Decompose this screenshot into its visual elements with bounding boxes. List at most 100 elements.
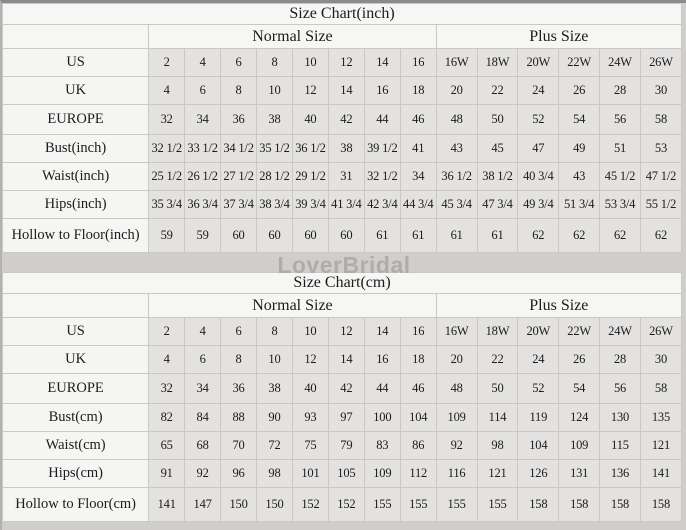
size-value-cell: 32 1/2 [363, 162, 401, 191]
size-value-cell: 24W [599, 48, 641, 77]
size-value-cell: 6 [184, 345, 222, 374]
size-value-cell: 96 [220, 459, 258, 488]
size-value-cell: 36 [220, 373, 258, 404]
size-value-cell: 114 [476, 403, 519, 432]
size-value-cell: 34 1/2 [220, 134, 258, 163]
size-value-cell: 70 [220, 431, 258, 460]
size-value-cell: 152 [291, 487, 329, 522]
size-value-cell: 28 [599, 76, 641, 105]
group-header-plus-size: Plus Size [435, 24, 683, 49]
size-value-cell: 61 [399, 218, 437, 253]
size-value-cell: 75 [291, 431, 329, 460]
table-title-row: Size Chart(inch) [2, 3, 682, 25]
size-value-cell: 40 [291, 373, 329, 404]
size-value-cell: 16W [435, 48, 478, 77]
table-row: Bust(cm) 82 84 88 90 93 97 100 104 109 114 119 124 13… [2, 403, 683, 432]
column-group-row: Normal Size Plus Size [2, 24, 683, 49]
table-row: Hollow to Floor(inch) 59 59 60 60 60 60 61 61 61 6… [2, 218, 683, 253]
size-value-cell: 33 1/2 [184, 134, 222, 163]
table-row: UK 4 6 8 10 12 14 16 18 20 22 24 26 28 30 [2, 345, 683, 374]
size-value-cell: 50 [476, 104, 519, 135]
table-title: Size Chart(inch) [2, 3, 682, 25]
size-chart-cm-section: Size Chart(cm) Normal Size Plus Size US 2 4 6 8… [2, 272, 683, 522]
size-value-cell: 158 [639, 487, 683, 522]
size-value-cell: 4 [184, 317, 222, 346]
group-header-plus-size: Plus Size [435, 293, 683, 318]
size-value-cell: 24 [517, 76, 560, 105]
size-value-cell: 50 [476, 373, 519, 404]
size-value-cell: 6 [220, 48, 258, 77]
size-value-cell: 104 [517, 431, 560, 460]
size-value-cell: 49 3/4 [517, 190, 560, 219]
size-value-cell: 42 3/4 [363, 190, 401, 219]
row-label: Hollow to Floor(inch) [2, 218, 150, 253]
size-value-cell: 90 [256, 403, 293, 432]
size-value-cell: 45 [476, 134, 519, 163]
size-value-cell: 147 [184, 487, 222, 522]
size-value-cell: 62 [517, 218, 560, 253]
size-value-cell: 16 [363, 76, 401, 105]
size-value-cell: 22 [476, 345, 519, 374]
size-value-cell: 22W [558, 48, 601, 77]
table-row: Bust(inch) 32 1/2 33 1/2 34 1/2 35 1/2 36 1/2… [2, 134, 683, 163]
size-value-cell: 72 [256, 431, 293, 460]
size-value-cell: 34 [184, 104, 222, 135]
size-value-cell: 4 [184, 48, 222, 77]
size-value-cell: 28 1/2 [256, 162, 293, 191]
size-value-cell: 18W [476, 317, 519, 346]
size-value-cell: 44 3/4 [399, 190, 437, 219]
table-title: Size Chart(cm) [2, 272, 682, 294]
size-value-cell: 131 [558, 459, 601, 488]
size-value-cell: 86 [399, 431, 437, 460]
row-label: US [2, 317, 150, 346]
table-row: UK 4 6 8 10 12 14 16 18 20 22 24 26 28 30 [2, 76, 683, 105]
size-value-cell: 101 [291, 459, 329, 488]
size-value-cell: 16W [435, 317, 478, 346]
size-value-cell: 83 [363, 431, 401, 460]
row-label-spacer [2, 24, 150, 49]
row-label: Bust(inch) [2, 134, 150, 163]
size-value-cell: 26 [558, 345, 601, 374]
size-value-cell: 35 1/2 [256, 134, 293, 163]
size-value-cell: 20W [517, 48, 560, 77]
size-value-cell: 16 [399, 317, 437, 346]
size-value-cell: 14 [327, 76, 365, 105]
size-value-cell: 2 [148, 48, 186, 77]
size-value-cell: 48 [435, 373, 478, 404]
size-value-cell: 46 [399, 104, 437, 135]
size-value-cell: 121 [476, 459, 519, 488]
size-value-cell: 124 [558, 403, 601, 432]
table-row: Hips(inch) 35 3/4 36 3/4 37 3/4 38 3/4 39 3/4… [2, 190, 683, 219]
size-value-cell: 49 [558, 134, 601, 163]
size-value-cell: 32 [148, 104, 186, 135]
size-value-cell: 4 [148, 345, 186, 374]
size-value-cell: 51 [599, 134, 641, 163]
size-value-cell: 26W [639, 48, 683, 77]
size-value-cell: 36 [220, 104, 258, 135]
size-value-cell: 47 1/2 [639, 162, 683, 191]
size-value-cell: 54 [558, 373, 601, 404]
size-value-cell: 98 [256, 459, 293, 488]
size-value-cell: 136 [599, 459, 641, 488]
table-row: EUROPE 32 34 36 38 40 42 44 46 48 50 52 54 56 58 [2, 373, 683, 404]
table-title-row: Size Chart(cm) [2, 272, 682, 294]
size-value-cell: 39 1/2 [363, 134, 401, 163]
size-value-cell: 62 [599, 218, 641, 253]
row-label: Waist(inch) [2, 162, 150, 191]
size-value-cell: 31 [327, 162, 365, 191]
size-value-cell: 59 [184, 218, 222, 253]
row-label-spacer [2, 293, 150, 318]
size-value-cell: 56 [599, 373, 641, 404]
row-label: Hips(cm) [2, 459, 150, 488]
size-value-cell: 43 [435, 134, 478, 163]
size-value-cell: 18 [399, 345, 437, 374]
row-label: EUROPE [2, 373, 150, 404]
size-value-cell: 53 [639, 134, 683, 163]
row-label: EUROPE [2, 104, 150, 135]
row-label: Hips(inch) [2, 190, 150, 219]
table-row: EUROPE 32 34 36 38 40 42 44 46 48 50 52 54 56 58 [2, 104, 683, 135]
size-value-cell: 84 [184, 403, 222, 432]
size-value-cell: 14 [327, 345, 365, 374]
size-value-cell: 40 [291, 104, 329, 135]
